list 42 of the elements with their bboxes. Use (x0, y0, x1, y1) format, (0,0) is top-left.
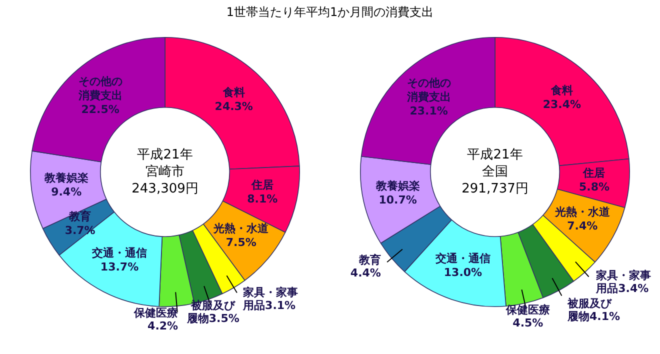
slice-label: 被服及び履物3.5% (186, 298, 240, 325)
data-label: 7.4% (567, 220, 598, 233)
slice-label: 教養娯楽 (374, 180, 420, 193)
text: 全国 (482, 164, 508, 180)
data-label: 22.5% (81, 103, 120, 116)
text: 291,737円 (462, 181, 528, 196)
slice-label: 保健医療 (504, 303, 550, 316)
data-label: 24.3% (214, 100, 253, 113)
slice-label: 教育 (358, 254, 381, 267)
slice-label: 光熱・水道 (212, 222, 270, 236)
slice-label: 家具・家事用品3.4% (595, 269, 652, 296)
slice-label: 被服及び履物4.1% (566, 297, 620, 324)
slice-label: 保健医療 (133, 306, 178, 320)
data-label: 5.8% (578, 180, 610, 194)
data-label: 4.5% (512, 316, 544, 330)
data-label: 8.1% (247, 192, 278, 206)
slice-label: その他の消費支出 (406, 76, 451, 104)
text: 平成21年 (137, 147, 193, 162)
data-label: 7.5% (226, 236, 256, 250)
slice-label: 教育 (68, 210, 92, 223)
data-label: 4.4% (350, 266, 381, 280)
slice-label: 食料 (222, 86, 245, 99)
slice-label: 交通・通信 (434, 252, 490, 266)
slice-label: 食料 (550, 84, 573, 98)
text: 1世帯当たり年平均1か月間の消費支出 (225, 4, 435, 21)
slice-label: 住居 (250, 178, 274, 192)
slice-label: 交通・通信 (91, 246, 147, 260)
text: 平成21年 (467, 147, 523, 162)
slice-label: 住居 (582, 166, 606, 180)
data-label: 23.4% (542, 98, 581, 112)
slice-label: 教養娯楽 (43, 172, 88, 185)
slice-label: 家具・家事用品3.1% (242, 286, 298, 312)
data-label: 4.2% (148, 319, 178, 332)
data-label: 10.7% (378, 194, 417, 207)
slice-label: その他の消費支出 (77, 75, 122, 102)
data-label: 23.1% (410, 104, 448, 118)
data-label: 9.4% (51, 186, 82, 199)
data-label: 13.0% (444, 266, 482, 280)
data-label: 13.7% (100, 260, 139, 274)
slice-label: 光熱・水道 (554, 206, 611, 219)
text: 宮崎市 (146, 163, 184, 180)
text: 243,309円 (132, 181, 198, 196)
